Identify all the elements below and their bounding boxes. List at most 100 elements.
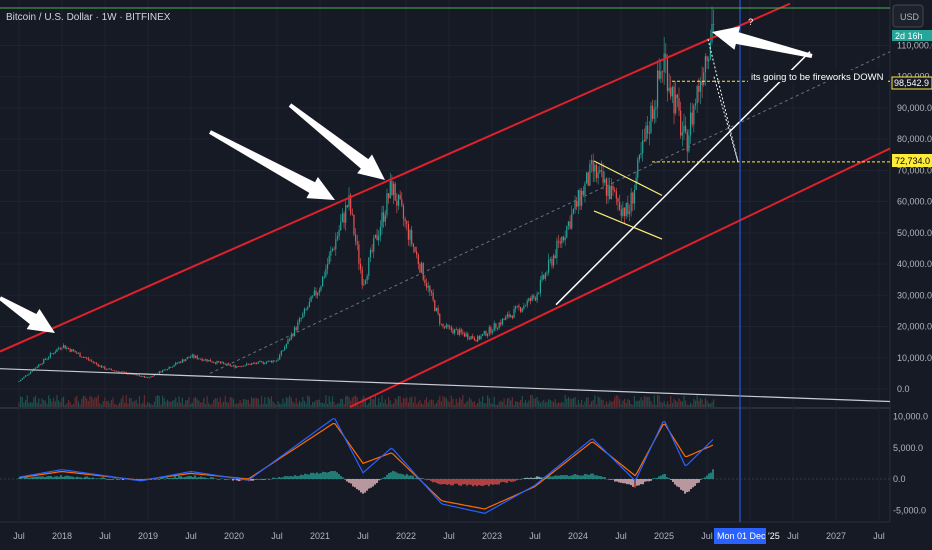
- volume-bar: [315, 400, 317, 407]
- volume-bar: [713, 399, 715, 407]
- volume-bar: [510, 400, 512, 407]
- candle-body: [637, 159, 639, 178]
- macd-histogram-bar: [430, 479, 432, 482]
- macd-histogram-bar: [460, 479, 462, 486]
- macd-histogram-bar: [260, 479, 262, 480]
- candle-body: [208, 359, 210, 362]
- candle-body: [260, 361, 263, 363]
- long-trend-line: [0, 368, 891, 403]
- candle-body: [599, 170, 601, 173]
- annotation-text[interactable]: its going to be fireworks DOWN: [751, 72, 884, 83]
- volume-bar: [556, 403, 558, 407]
- macd-histogram-bar: [474, 479, 476, 486]
- candle-body: [604, 178, 606, 183]
- price-tick-label: 30,000.0: [897, 290, 932, 300]
- candle-body: [628, 211, 631, 215]
- macd-histogram-bar: [392, 470, 394, 479]
- price-pane[interactable]: [0, 0, 890, 407]
- time-axis[interactable]: Jul 2018 Jul 2019 Jul 2020 Jul 2021 Jul 2022 Jul 20…: [13, 531, 885, 541]
- flag-upper-line: [593, 160, 663, 196]
- macd-histogram-bar: [262, 479, 264, 480]
- macd-histogram-bar: [340, 476, 342, 479]
- volume-bar: [628, 400, 631, 407]
- volume-bar: [633, 396, 636, 407]
- macd-histogram-bar: [594, 475, 596, 479]
- candle-body: [493, 323, 495, 332]
- macd-histogram-bar: [158, 479, 160, 480]
- candle-body: [112, 370, 114, 371]
- macd-histogram-bar: [304, 473, 306, 479]
- volume-bar: [642, 400, 644, 407]
- volume-bar: [330, 401, 332, 407]
- candle-body: [241, 365, 243, 367]
- macd-histogram-bar: [602, 477, 604, 479]
- candle-body: [694, 103, 697, 106]
- macd-histogram-bar: [492, 479, 494, 485]
- volume-bar: [569, 398, 571, 407]
- candle-body: [328, 255, 330, 265]
- macd-histogram-bar: [536, 476, 538, 479]
- volume-bar: [270, 395, 273, 407]
- macd-histogram-bar: [356, 479, 358, 490]
- volume-bar: [444, 397, 446, 407]
- candle-body: [346, 205, 348, 208]
- candle-body: [242, 365, 244, 367]
- macd-histogram-bar: [482, 479, 484, 487]
- candle-body: [122, 371, 124, 373]
- volume-bar: [703, 404, 705, 407]
- volume-bar: [430, 399, 433, 407]
- candle-body: [259, 361, 261, 363]
- macd-axis[interactable]: 10,000.0 5,000.0 0.0 -5,000.0: [893, 412, 928, 516]
- price-axis-area[interactable]: [890, 0, 932, 550]
- candle-body: [120, 371, 122, 373]
- candle-body: [221, 362, 223, 364]
- volume-bar: [343, 403, 345, 407]
- currency-button[interactable]: [892, 4, 924, 28]
- macd-histogram-bar: [164, 478, 166, 480]
- macd-histogram-bar: [296, 475, 298, 479]
- volume-bar: [229, 396, 231, 407]
- volume-bar: [325, 395, 327, 407]
- macd-histogram-bar: [48, 475, 50, 479]
- volume-bar: [536, 396, 538, 407]
- volume-bar: [130, 397, 132, 407]
- candle-body: [211, 361, 213, 363]
- candle-body: [244, 365, 246, 367]
- candle-body: [348, 195, 350, 208]
- macd-histogram-bar: [204, 477, 206, 479]
- volume-bar: [91, 396, 93, 407]
- price-tick-label: 50,000.0: [897, 228, 932, 238]
- volume-bar: [551, 401, 553, 407]
- macd-histogram-bar: [106, 479, 108, 480]
- volume-bar: [562, 402, 565, 407]
- candle-body: [117, 371, 119, 373]
- macd-histogram-bar: [372, 479, 374, 487]
- volume-bar: [254, 397, 256, 407]
- candle-body: [72, 349, 75, 351]
- macd-histogram-bar: [322, 471, 324, 479]
- macd-histogram-bar: [488, 479, 490, 487]
- macd-histogram-bar: [478, 479, 480, 486]
- candle-body: [44, 358, 46, 360]
- volume-bar: [374, 395, 376, 407]
- volume-bar: [312, 402, 314, 407]
- candle-body: [251, 363, 253, 365]
- candle-body: [317, 292, 319, 296]
- volume-bar: [97, 395, 99, 407]
- volume-bar: [99, 403, 101, 407]
- time-tick-label: Jul: [99, 531, 111, 541]
- macd-histogram-bar: [38, 476, 40, 479]
- candle-body: [350, 195, 352, 214]
- volume-bar: [594, 395, 596, 407]
- candle-body: [665, 53, 667, 60]
- grid-lines: [0, 0, 890, 522]
- volume-bar: [528, 400, 530, 407]
- user-drawings: [0, 0, 891, 522]
- volume-bar: [590, 401, 593, 407]
- macd-histogram-bar: [396, 472, 398, 479]
- candle-body: [366, 275, 368, 281]
- volume-bar: [668, 404, 670, 407]
- macd-histogram-bar: [214, 478, 216, 479]
- time-tick-label: 2020: [224, 531, 244, 541]
